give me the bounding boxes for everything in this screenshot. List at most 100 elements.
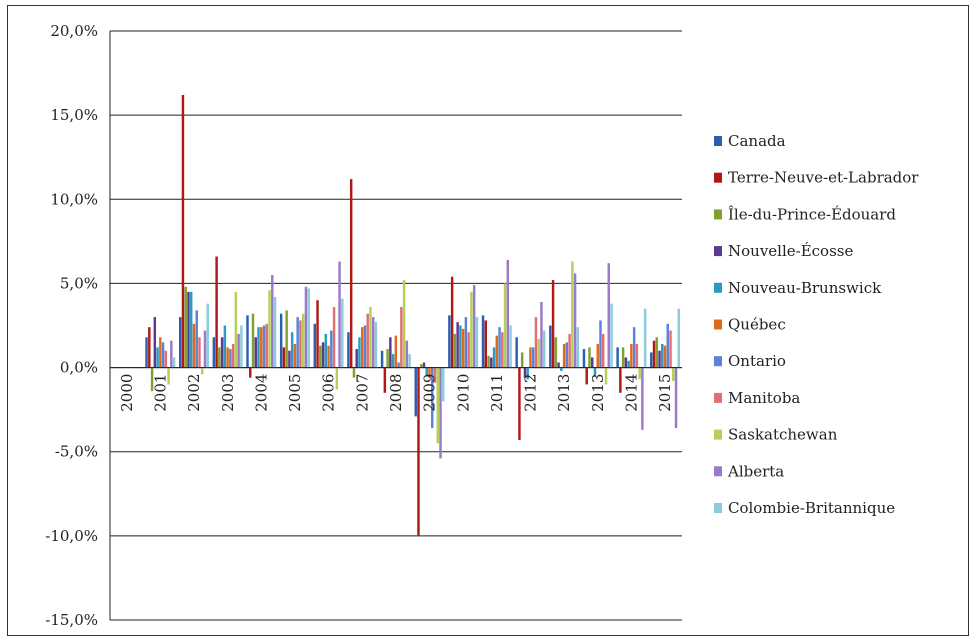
legend-swatch [714, 282, 722, 293]
bar [549, 325, 552, 368]
bar [542, 330, 546, 368]
bar [484, 320, 487, 368]
bar [565, 342, 569, 368]
bar [414, 367, 417, 417]
bar [534, 317, 538, 368]
bar [619, 367, 622, 393]
bar [632, 327, 636, 368]
x-tick-label: 2011 [488, 374, 506, 412]
bar [374, 322, 378, 368]
x-tick-label: 2013 [555, 374, 573, 412]
legend-label: Canada [728, 132, 786, 150]
y-axis: 20,0% 15,0% 10,0% 5,0% 0,0% -5,0% -10,0% -15,0% [45, 22, 111, 629]
bar [254, 337, 257, 368]
bar [279, 313, 283, 368]
bar [380, 350, 384, 368]
bar [604, 367, 608, 385]
bar [658, 350, 661, 368]
bar [273, 296, 277, 368]
bar [529, 347, 532, 368]
bar [573, 273, 577, 368]
bar [417, 367, 420, 536]
legend-swatch [714, 136, 722, 146]
bar [360, 327, 364, 368]
chart-frame [7, 5, 969, 636]
bar [338, 261, 341, 368]
bar [257, 327, 260, 368]
legend-label: Ontario [728, 352, 786, 370]
bar [599, 320, 602, 368]
bar [150, 367, 154, 392]
legend-swatch [714, 466, 722, 477]
bar [296, 317, 299, 368]
x-tick-label: 2000 [118, 374, 136, 412]
bar [271, 275, 274, 368]
x-tick-label: 2002 [185, 374, 203, 412]
x-axis: 2000 2001 2002 2003 2004 2005 2006 2007 2008 2009… [110, 367, 682, 412]
bar [164, 350, 168, 368]
bar [371, 317, 375, 368]
bar [304, 286, 308, 368]
bar [568, 333, 571, 368]
y-tick-label: 5,0% [60, 274, 98, 292]
bar [506, 259, 510, 368]
bar [156, 347, 159, 368]
bar [262, 325, 266, 368]
legend-swatch [714, 172, 722, 183]
y-tick-label: -15,0% [45, 611, 98, 629]
bar [425, 367, 428, 376]
bar [206, 303, 209, 368]
bar [554, 337, 558, 368]
bar [341, 298, 344, 368]
bar [472, 285, 476, 368]
y-tick-label: -10,0% [45, 527, 98, 545]
bar [249, 367, 252, 378]
bar [624, 357, 628, 368]
bar [288, 350, 291, 368]
bar [459, 325, 462, 368]
x-tick-label: 2004 [252, 374, 270, 412]
y-tick-label: 10,0% [50, 190, 98, 208]
bar [383, 367, 387, 393]
bar [268, 290, 271, 368]
bar [352, 367, 356, 378]
bar [431, 367, 434, 429]
bar [172, 357, 176, 368]
bar [487, 355, 490, 368]
bar [285, 310, 288, 368]
bar [596, 344, 599, 368]
legend-swatch [714, 246, 722, 257]
bar [518, 367, 521, 440]
bar [593, 367, 597, 376]
bar [260, 327, 263, 368]
legend-swatch [714, 429, 722, 440]
bar [652, 340, 656, 368]
bar [293, 344, 297, 368]
bar [203, 330, 207, 368]
bar [405, 340, 409, 368]
bar [663, 345, 667, 368]
bar [643, 308, 647, 368]
bar [666, 323, 669, 368]
bar [229, 349, 232, 368]
bar [448, 315, 451, 368]
bar [588, 347, 591, 368]
bar [170, 340, 173, 368]
bar [198, 337, 201, 368]
legend-label: Québec [728, 316, 786, 334]
bar [627, 360, 630, 368]
x-tick-label: 2014 [623, 374, 641, 412]
bar [456, 322, 459, 368]
bar [439, 367, 442, 459]
y-tick-label: 20,0% [50, 22, 98, 40]
bar [366, 313, 369, 368]
x-tick-label: 2001 [151, 374, 169, 412]
bar [394, 335, 398, 368]
bar [433, 367, 437, 383]
bar [184, 286, 187, 368]
bar [369, 306, 372, 368]
bar [509, 325, 512, 368]
bar [234, 291, 238, 368]
x-tick-label: 2012 [522, 374, 540, 412]
bar [349, 179, 353, 368]
